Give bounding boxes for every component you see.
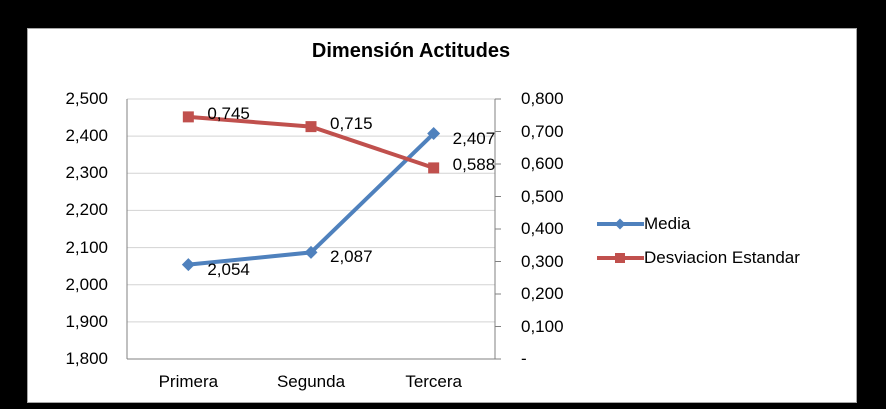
right-axis-tick-label: 0,200 [521,284,564,303]
data-label-media: 2,087 [330,247,373,267]
legend-item-desviacion: Desviacion Estandar [597,247,800,269]
data-label-desviacion: 0,745 [207,103,250,123]
left-axis-tick-label: 2,300 [65,163,108,183]
legend-item-media: Media [597,213,800,235]
right-axis-tick-label: 0,700 [521,121,564,141]
left-axis-tick-label: 2,200 [65,200,108,220]
data-label-desviacion: 0,588 [452,154,496,174]
legend-label-desviacion: Desviacion Estandar [644,248,800,267]
x-axis-category-label: Tercera [405,372,462,391]
diamond-marker-icon [181,258,195,272]
right-axis-tick-label: 0,400 [521,219,564,238]
legend: Media Desviacion Estandar [597,213,800,269]
media-line-diamond-icon [597,218,644,230]
desviacion-line-square-icon [597,253,644,263]
left-axis-tick-label: 1,800 [65,349,108,368]
chart-title: Dimensión Actitudes [311,40,511,62]
x-axis-category-label: Segunda [276,372,346,391]
square-marker-icon [182,111,194,123]
legend-label-media: Media [644,214,691,233]
left-axis-tick-label: 2,100 [65,237,108,257]
square-marker-icon [428,162,440,174]
series-line-0 [188,132,436,267]
right-axis-tick-label: 0,600 [521,154,564,173]
left-axis-tick-label: 2,000 [65,274,108,294]
diamond-marker-icon [304,245,318,259]
left-axis-tick-label: 2,500 [65,89,108,108]
square-marker-icon [305,121,317,133]
right-axis-tick-label: 0,800 [521,89,564,108]
x-axis-category-label: Primera [158,372,219,391]
left-axis-tick-label: 2,400 [65,126,108,146]
data-label-media: 2,407 [452,128,496,148]
chart-area: Dimensión Actitudes 2,500 2,400 2,300 2,200… [27,28,857,403]
data-label-desviacion: 0,715 [330,113,373,133]
right-axis-tick-label: 0,300 [521,251,564,271]
right-axis-tick-label: 0,500 [521,186,564,206]
right-axis-tick-label: 0,100 [521,316,564,336]
left-axis-tick-label: 1,900 [65,311,108,331]
right-axis-tick-label: - [521,349,527,368]
data-label-media: 2,054 [207,259,250,279]
plot-area [126,98,501,360]
